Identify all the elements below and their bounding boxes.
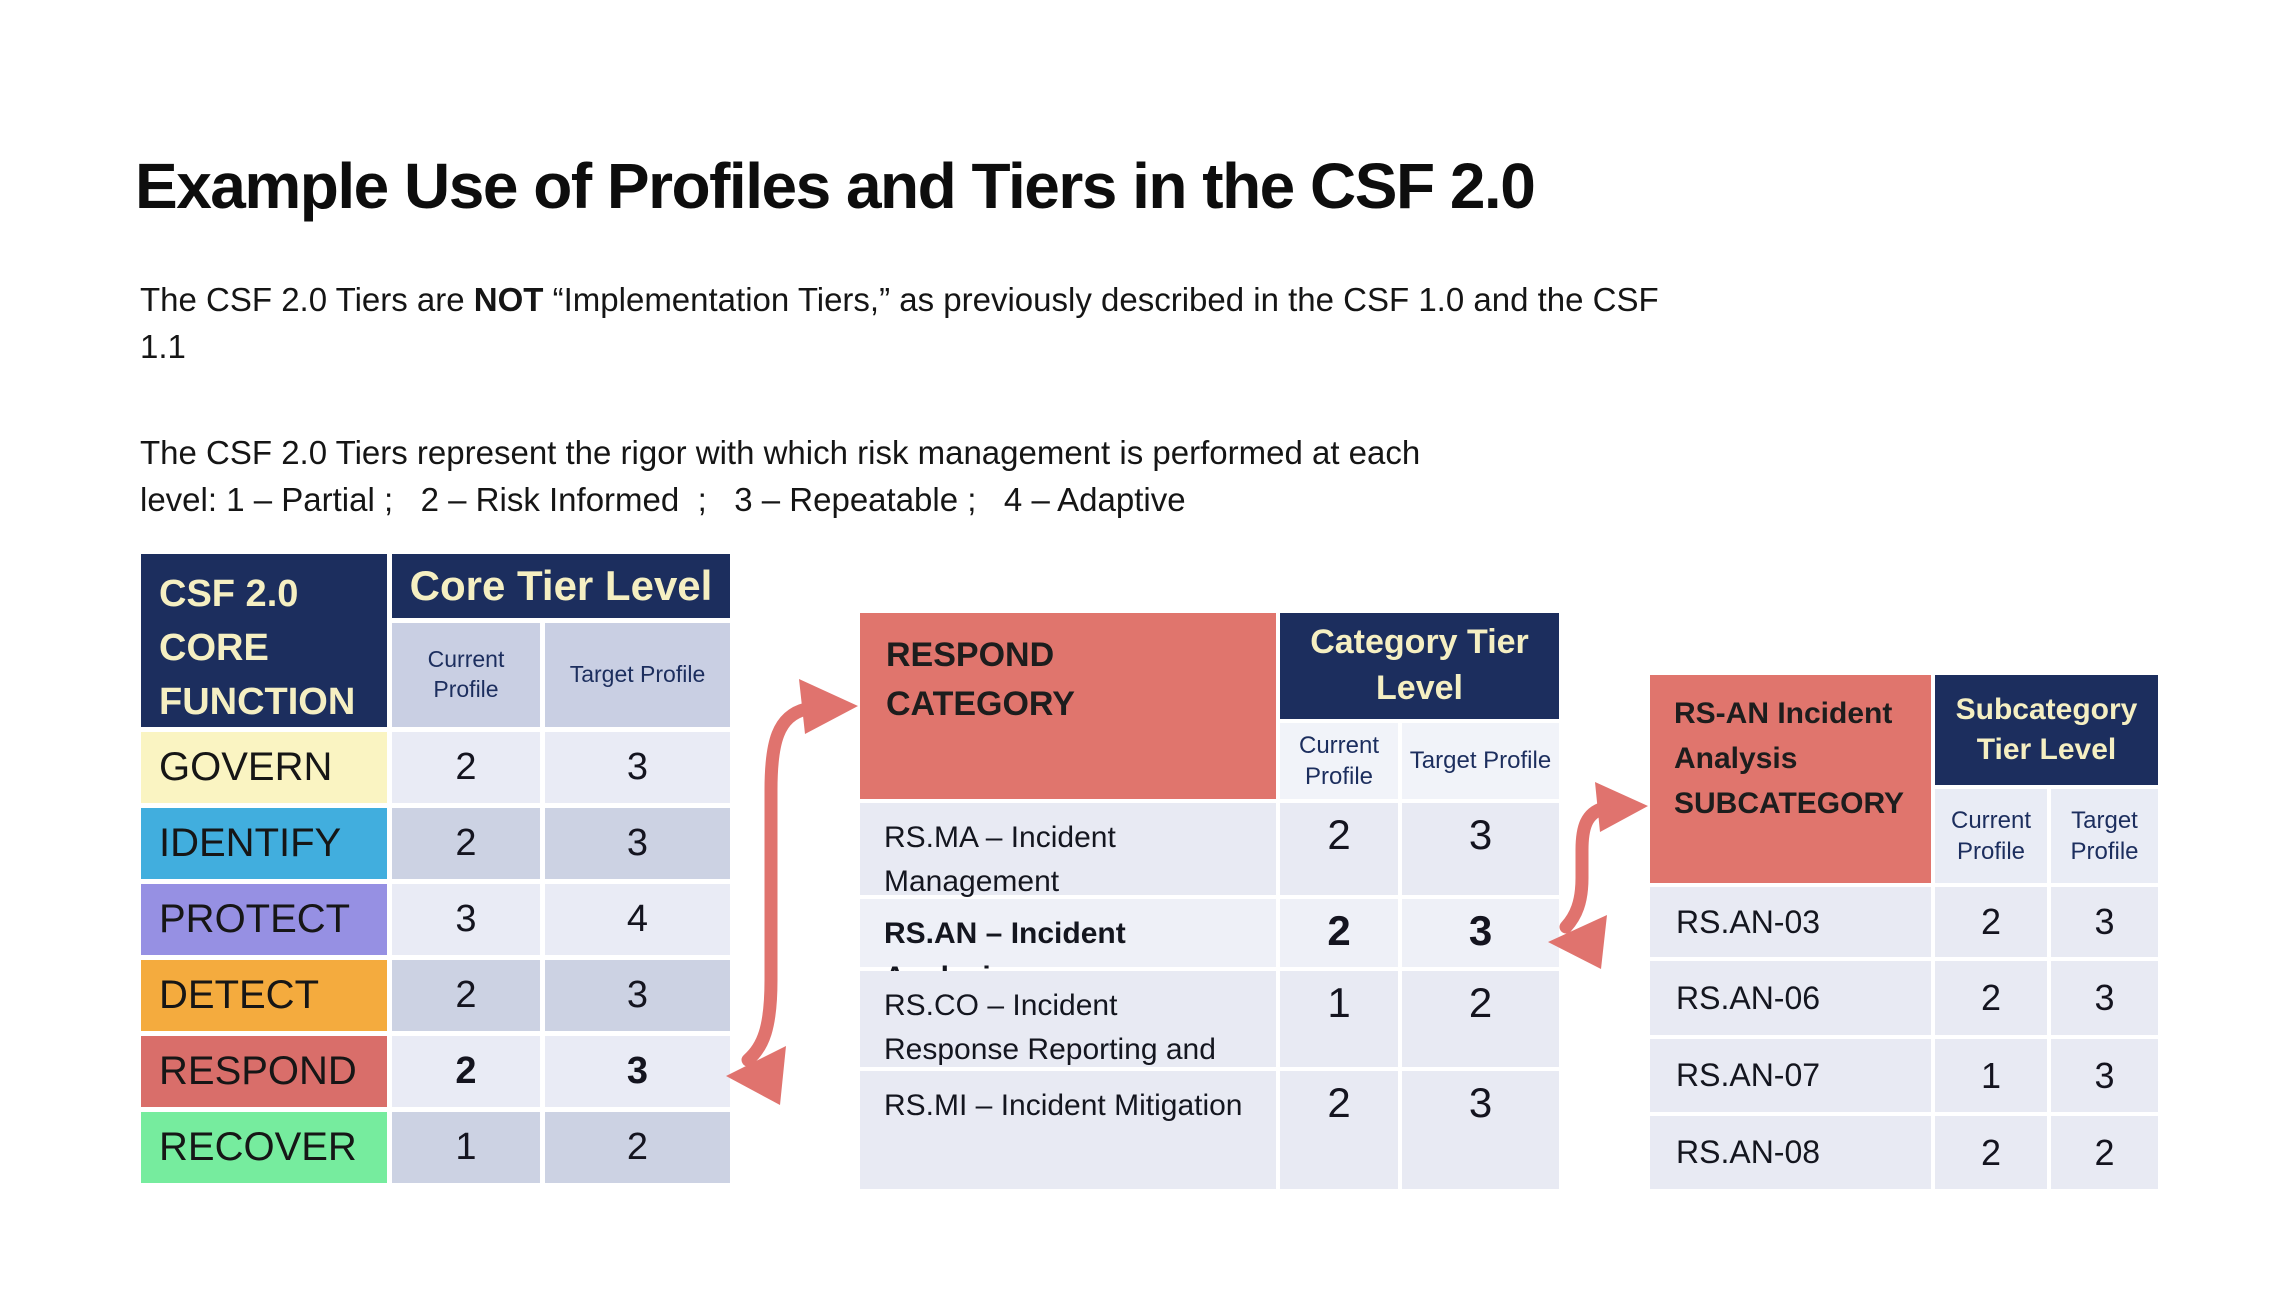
rsan08-current-value: 2 [1935, 1116, 2047, 1189]
recover-current-value: 1 [392, 1112, 540, 1183]
core-tier-level-header: Core Tier Level [392, 554, 730, 618]
subcategory-connector-arrow [1548, 782, 1648, 969]
category-row-label: RS.MA – Incident Management [860, 803, 1276, 898]
rsma-current-value: 2 [1280, 803, 1398, 895]
intro-text-not: NOT [473, 281, 544, 318]
rsmi-target-value: 3 [1402, 1071, 1559, 1189]
protect-current-value: 3 [392, 884, 540, 955]
function-cell-govern: GOVERN [141, 732, 387, 803]
function-cell-detect: DETECT [141, 960, 387, 1031]
protect-target-value: 4 [545, 884, 730, 955]
respond-category-table: RESPOND CATEGORY Category Tier Level Cur… [860, 613, 1559, 1189]
rsco-target-value: 2 [1402, 971, 1559, 1067]
intro-text-after: “Implementation Tiers,” as previously de… [140, 281, 1659, 366]
rsan03-current-value: 2 [1935, 887, 2047, 957]
detect-current-value: 2 [392, 960, 540, 1031]
rsma-target-value: 3 [1402, 803, 1559, 895]
intro-text-before: The CSF 2.0 Tiers are [140, 281, 474, 318]
respond-current-value: 2 [392, 1036, 540, 1107]
subcategory-current-profile-header: Current Profile [1935, 789, 2047, 883]
rsco-current-value: 1 [1280, 971, 1398, 1067]
core-function-table: CSF 2.0 CORE FUNCTION Core Tier Level Cu… [141, 554, 730, 1183]
govern-target-value: 3 [545, 732, 730, 803]
subcategory-row-label: RS.AN-08 [1650, 1116, 1931, 1189]
page-title: Example Use of Profiles and Tiers in the… [135, 149, 1536, 222]
category-current-profile-header: Current Profile [1280, 723, 1398, 799]
detect-target-value: 3 [545, 960, 730, 1031]
category-row-label-rsan: RS.AN – Incident Analysis [860, 899, 1276, 994]
rsmi-current-value: 2 [1280, 1071, 1398, 1189]
category-row-label: RS.MI – Incident Mitigation [860, 1071, 1276, 1189]
core-current-profile-header: Current Profile [392, 623, 540, 727]
tier-definitions-paragraph: The CSF 2.0 Tiers represent the rigor wi… [140, 429, 1660, 523]
rsan-target-value: 3 [1402, 899, 1559, 967]
function-cell-identify: IDENTIFY [141, 808, 387, 879]
rsan07-current-value: 1 [1935, 1039, 2047, 1112]
identify-current-value: 2 [392, 808, 540, 879]
subcategory-table: RS-AN Incident Analysis SUBCATEGORY Subc… [1650, 675, 2158, 1189]
subcategory-row-label: RS.AN-03 [1650, 887, 1931, 957]
subcategory-header-cell: RS-AN Incident Analysis SUBCATEGORY [1650, 675, 1931, 883]
recover-target-value: 2 [545, 1112, 730, 1183]
category-target-profile-header: Target Profile [1402, 723, 1559, 799]
tier-definitions-line2: level: 1 – Partial ; 2 – Risk Informed ;… [140, 481, 1186, 519]
subcategory-row-label: RS.AN-07 [1650, 1039, 1931, 1112]
respond-connector-arrow [726, 679, 858, 1105]
respond-target-value: 3 [545, 1036, 730, 1107]
subcategory-tier-level-header: Subcategory Tier Level [1935, 675, 2158, 785]
core-function-header-cell: CSF 2.0 CORE FUNCTION [141, 554, 387, 727]
function-cell-recover: RECOVER [141, 1112, 387, 1183]
rsan06-target-value: 3 [2051, 961, 2158, 1035]
respond-category-header-cell: RESPOND CATEGORY [860, 613, 1276, 799]
rsan03-target-value: 3 [2051, 887, 2158, 957]
category-tier-level-header: Category Tier Level [1280, 613, 1559, 719]
identify-target-value: 3 [545, 808, 730, 879]
govern-current-value: 2 [392, 732, 540, 803]
core-target-profile-header: Target Profile [545, 623, 730, 727]
intro-paragraph: The CSF 2.0 Tiers are NOT “Implementatio… [140, 276, 1660, 370]
rsan08-target-value: 2 [2051, 1116, 2158, 1189]
rsan06-current-value: 2 [1935, 961, 2047, 1035]
rsan07-target-value: 3 [2051, 1039, 2158, 1112]
category-row-label: RS.CO – Incident Response Reporting and … [860, 971, 1276, 1109]
function-cell-protect: PROTECT [141, 884, 387, 955]
subcategory-target-profile-header: Target Profile [2051, 789, 2158, 883]
rsan-current-value: 2 [1280, 899, 1398, 967]
tier-definitions-line1: The CSF 2.0 Tiers represent the rigor wi… [140, 434, 1421, 471]
subcategory-row-label: RS.AN-06 [1650, 961, 1931, 1035]
function-cell-respond: RESPOND [141, 1036, 387, 1107]
